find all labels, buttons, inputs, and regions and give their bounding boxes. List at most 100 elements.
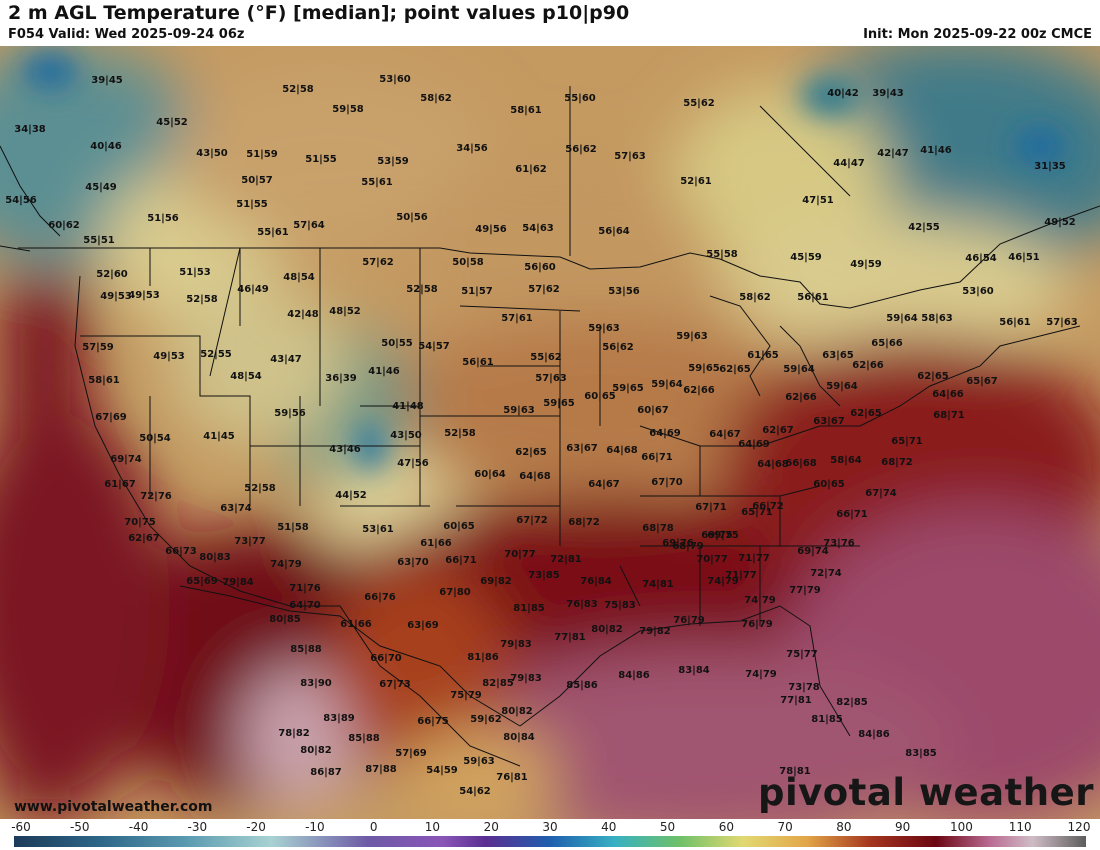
point-value: 63|67	[813, 416, 845, 427]
point-value: 64|70	[289, 600, 321, 611]
point-value: 69|74	[797, 546, 829, 557]
point-value: 65|69	[186, 576, 218, 587]
point-value: 59|63	[503, 405, 535, 416]
point-value: 82|85	[836, 697, 868, 708]
point-value: 74|81	[642, 579, 674, 590]
point-value: 31|35	[1034, 161, 1066, 172]
point-value: 53|61	[362, 524, 394, 535]
point-value: 70|77	[696, 554, 728, 565]
point-value: 72|76	[140, 491, 172, 502]
point-value: 55|62	[683, 98, 715, 109]
point-value: 55|51	[83, 235, 115, 246]
point-value: 62|65	[917, 371, 949, 382]
point-value: 63|70	[397, 557, 429, 568]
point-value: 66|68	[785, 458, 817, 469]
point-value: 58|61	[510, 105, 542, 116]
point-value: 80|83	[199, 552, 231, 563]
point-value: 66|71	[445, 555, 477, 566]
point-value: 52|61	[680, 176, 712, 187]
point-value: 39|43	[872, 88, 904, 99]
point-value: 53|60	[962, 286, 994, 297]
point-value: 56|62	[565, 144, 597, 155]
point-value: 59|65	[543, 398, 575, 409]
legend-tick: 40	[601, 820, 617, 834]
point-value: 84|86	[618, 670, 650, 681]
point-value: 59|64	[651, 379, 683, 390]
point-value: 46|54	[965, 253, 997, 264]
point-value: 54|62	[459, 786, 491, 797]
point-value: 67|69	[95, 412, 127, 423]
point-value: 68|72	[568, 517, 600, 528]
point-value: 58|62	[420, 93, 452, 104]
legend-tick: 90	[895, 820, 911, 834]
point-value: 51|56	[147, 213, 179, 224]
point-value: 61|66	[340, 619, 372, 630]
point-value: 66|75	[417, 716, 449, 727]
point-value: 55|58	[706, 249, 738, 260]
point-value: 80|84	[503, 732, 535, 743]
point-value: 50|55	[381, 338, 413, 349]
point-value: 62|66	[852, 360, 884, 371]
point-value: 72|74	[810, 568, 842, 579]
point-value: 85|86	[566, 680, 598, 691]
point-value: 41|45	[203, 431, 235, 442]
legend-tick: 110	[1008, 820, 1032, 834]
point-value: 46|51	[1008, 252, 1040, 263]
site-url[interactable]: www.pivotalweather.com	[14, 799, 213, 815]
point-value: 64|68	[606, 445, 638, 456]
point-value: 77|81	[780, 695, 812, 706]
point-value: 56|64	[598, 226, 630, 237]
point-value: 46|49	[237, 284, 269, 295]
map-title: 2 m AGL Temperature (°F) [median]; point…	[8, 2, 630, 24]
point-value: 74|79	[744, 595, 776, 606]
point-value: 54|63	[522, 223, 554, 234]
point-value: 56|62	[602, 342, 634, 353]
point-value: 51|53	[179, 267, 211, 278]
color-legend: -60 -50 -40 -30 -20 -10 0 10 20 30 40 50 60 70 80 90 100…	[0, 819, 1100, 850]
point-value: 55|62	[530, 352, 562, 363]
point-value: 47|56	[397, 458, 429, 469]
legend-tick: 100	[949, 820, 973, 834]
point-value: 43|46	[329, 444, 361, 455]
point-value: 45|52	[156, 117, 188, 128]
point-value: 85|88	[348, 733, 380, 744]
point-value: 60|64	[474, 469, 506, 480]
point-value: 60|65	[443, 521, 475, 532]
boundaries	[0, 86, 1100, 767]
point-value: 84|86	[858, 729, 890, 740]
point-value: 59|62	[470, 714, 502, 725]
point-value: 50|58	[452, 257, 484, 268]
point-value: 78|82	[278, 728, 310, 739]
point-value: 58|64	[830, 455, 862, 466]
point-value: 73|78	[788, 682, 820, 693]
point-value: 69|82	[480, 576, 512, 587]
point-value: 75|77	[786, 649, 818, 660]
point-value: 49|53	[153, 351, 185, 362]
point-value: 64|66	[932, 389, 964, 400]
point-value: 79|83	[510, 673, 542, 684]
point-value: 51|58	[277, 522, 309, 533]
legend-tick: 20	[483, 820, 499, 834]
point-value: 80|82	[501, 706, 533, 717]
legend-tick: 0	[369, 820, 378, 834]
point-value: 52|55	[200, 349, 232, 360]
point-value: 59|63	[588, 323, 620, 334]
point-value: 77|79	[789, 585, 821, 596]
legend-tick: 120	[1067, 820, 1091, 834]
point-value: 60|65	[584, 391, 616, 402]
point-value: 66|71	[836, 509, 868, 520]
point-value: 45|49	[85, 182, 117, 193]
point-value: 54|57	[418, 341, 450, 352]
point-value: 56|61	[462, 357, 494, 368]
legend-tick: -30	[187, 820, 208, 834]
point-value: 45|59	[790, 252, 822, 263]
legend-tick: 60	[718, 820, 734, 834]
point-value: 77|81	[554, 632, 586, 643]
legend-tick: -60	[11, 820, 31, 834]
point-value: 63|74	[220, 503, 252, 514]
point-value: 68|71	[933, 410, 965, 421]
point-value: 56|61	[999, 317, 1031, 328]
point-value: 83|89	[323, 713, 355, 724]
point-value: 76|79	[741, 619, 773, 630]
point-value: 58|62	[739, 292, 771, 303]
